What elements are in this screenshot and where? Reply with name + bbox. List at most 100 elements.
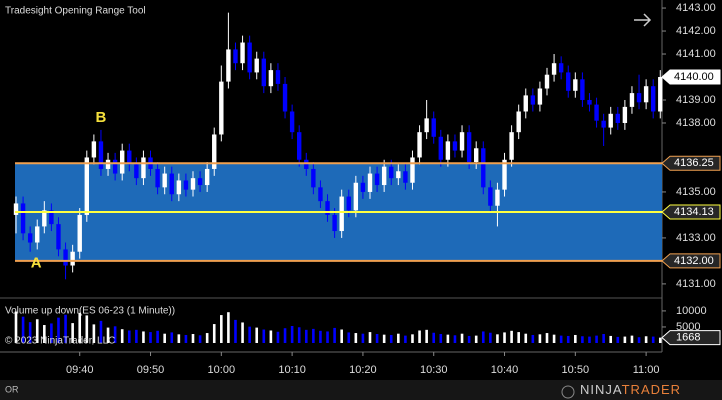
candle-body xyxy=(212,134,217,169)
volume-bar xyxy=(269,330,273,343)
volume-bar xyxy=(588,336,591,343)
volume-bar xyxy=(312,328,315,343)
candle-body xyxy=(389,166,394,179)
candle-body xyxy=(35,226,40,243)
candle-body xyxy=(176,180,182,195)
volume-bar xyxy=(368,332,372,343)
candle-body xyxy=(403,171,408,183)
candle-body xyxy=(20,203,26,234)
candle-body xyxy=(311,168,316,188)
candle-body xyxy=(226,49,231,82)
volume-bar xyxy=(198,335,202,343)
volume-bar xyxy=(531,334,535,343)
candle-body xyxy=(417,132,422,158)
volume-bar xyxy=(616,336,620,343)
level-label: 4134.13 xyxy=(674,206,714,218)
candle-body xyxy=(566,72,571,91)
volume-bar xyxy=(78,312,82,343)
volume-bar xyxy=(481,331,485,343)
volume-bar xyxy=(297,327,301,343)
logo-first: NINJA xyxy=(580,382,622,397)
candle-body xyxy=(190,178,196,190)
candle-body xyxy=(275,70,281,84)
candle-body xyxy=(155,168,160,188)
volume-bar xyxy=(248,326,251,343)
volume-bar xyxy=(14,311,18,343)
candle-body xyxy=(339,196,344,232)
candle-body xyxy=(120,150,125,174)
candle-body xyxy=(63,249,68,266)
volume-bar xyxy=(382,334,386,343)
volume-bar xyxy=(418,330,421,343)
candle-body xyxy=(353,182,359,211)
candle-body xyxy=(608,113,613,128)
volume-bar xyxy=(389,334,393,343)
volume-bar xyxy=(574,334,577,343)
volume-bar xyxy=(538,334,542,343)
volume-bar xyxy=(262,329,266,343)
candle-body xyxy=(523,95,528,112)
candle-body xyxy=(367,173,373,192)
candle-body xyxy=(474,148,479,163)
candle-body xyxy=(268,70,274,87)
candle-body xyxy=(658,77,663,112)
volume-bar xyxy=(127,330,131,343)
candle-body xyxy=(544,74,550,89)
candle-body xyxy=(636,93,642,103)
volume-bar xyxy=(609,335,613,343)
volume-bar xyxy=(489,332,492,343)
candle-body xyxy=(98,141,104,169)
volume-bar xyxy=(602,334,605,343)
y-tick-label: 4143.00 xyxy=(676,2,716,14)
candle-body xyxy=(502,159,507,190)
candle-body xyxy=(325,201,330,215)
candle-body xyxy=(112,159,118,174)
candle-body xyxy=(105,159,111,169)
candle-body xyxy=(431,118,436,137)
candle-body xyxy=(396,171,401,179)
volume-bar xyxy=(220,315,223,343)
tab-label: OR xyxy=(5,384,19,394)
candle-body xyxy=(601,120,606,128)
candle-body xyxy=(580,79,585,100)
last-price-label: 4140.00 xyxy=(674,71,714,83)
volume-bar xyxy=(290,325,294,343)
candle-body xyxy=(594,104,599,121)
level-box xyxy=(661,204,721,220)
candle-body xyxy=(240,42,245,64)
volume-bar xyxy=(184,334,188,343)
x-tick-label: 10:40 xyxy=(491,364,519,376)
candle-body xyxy=(509,132,514,160)
volume-bar xyxy=(404,335,407,343)
candle-body xyxy=(551,63,557,75)
volume-bar xyxy=(120,329,124,343)
candle-body xyxy=(162,173,167,188)
candle-body xyxy=(587,99,592,105)
candle-body xyxy=(289,111,295,133)
candle-body xyxy=(91,141,97,158)
volume-bar xyxy=(623,336,627,343)
candle-body xyxy=(141,157,146,179)
volume-bar xyxy=(106,327,110,343)
candle-body xyxy=(42,210,47,227)
volume-bar xyxy=(446,334,450,343)
arrow-icon[interactable] xyxy=(634,13,652,27)
volume-bar xyxy=(227,312,230,343)
candle-body xyxy=(374,173,380,186)
volume-bar xyxy=(425,329,428,343)
volume-bar xyxy=(283,328,287,343)
candle-body xyxy=(183,180,189,190)
candle-body xyxy=(438,136,443,160)
candle-body xyxy=(169,173,174,195)
volume-bar xyxy=(503,332,506,343)
candle-body xyxy=(77,214,82,252)
volume-bar xyxy=(35,319,39,343)
volume-bar xyxy=(453,335,457,343)
logo-icon xyxy=(561,385,575,399)
candle-body xyxy=(261,58,266,87)
logo-second: TRADER xyxy=(622,382,681,397)
volume-bar xyxy=(439,334,443,343)
volume-bar xyxy=(241,322,244,343)
volume-bar xyxy=(191,334,195,343)
volume-bar xyxy=(595,335,598,343)
